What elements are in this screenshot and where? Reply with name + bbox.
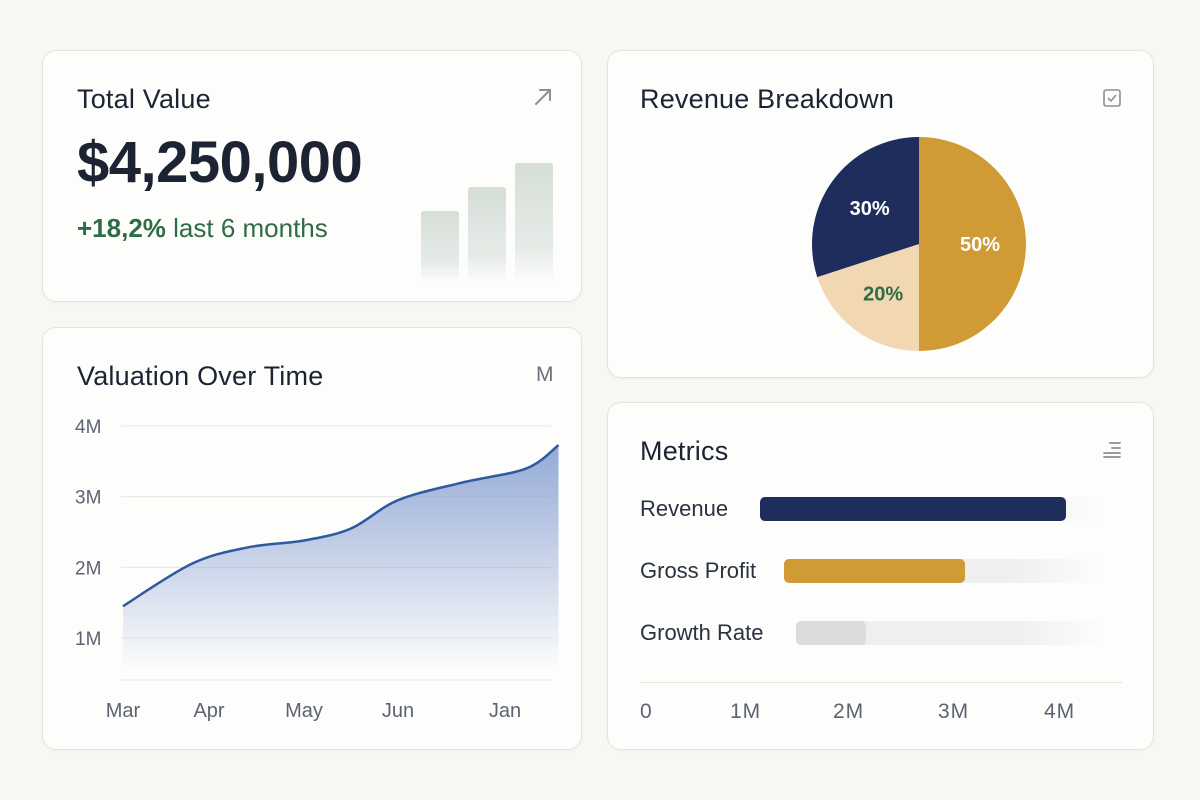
metric-track-gross-profit bbox=[784, 559, 1105, 583]
x-tick-label: Apr bbox=[193, 700, 224, 722]
metric-bar-revenue bbox=[760, 497, 1066, 521]
y-tick-label: 4M bbox=[75, 417, 101, 438]
valuation-series-line bbox=[122, 444, 560, 608]
mini-bar-2 bbox=[468, 187, 506, 283]
pie-slice-label: 30% bbox=[850, 198, 890, 220]
x-tick-label: May bbox=[285, 700, 323, 722]
checkbox-icon[interactable] bbox=[1102, 88, 1122, 113]
pie-slice bbox=[919, 137, 1026, 351]
metric-bar-gross-profit bbox=[784, 559, 965, 583]
change-percent: +18,2% bbox=[77, 213, 166, 243]
metrics-axis-tick: 0 bbox=[640, 700, 653, 723]
metric-label-growth-rate: Growth Rate bbox=[640, 620, 764, 645]
pie-slice bbox=[817, 244, 919, 351]
valuation-area-chart: 4M 3M 2M 1M Mar Apr May Jun Jan bbox=[75, 417, 560, 722]
metrics-card: Metrics Revenue Gross Profit Growth Rate… bbox=[607, 402, 1154, 750]
change-label: last 6 months bbox=[173, 213, 328, 243]
x-tick-label: Jun bbox=[382, 700, 414, 722]
total-value-card: Total Value $4,250,000 +18,2% last 6 mon… bbox=[42, 50, 582, 302]
revenue-breakdown-title: Revenue Breakdown bbox=[640, 84, 895, 114]
metrics-axis-line bbox=[640, 682, 1122, 683]
metric-track-revenue bbox=[760, 497, 1105, 521]
x-tick-label: Mar bbox=[106, 700, 141, 722]
change-line: +18,2% last 6 months bbox=[77, 213, 328, 244]
metrics-axis-tick: 1M bbox=[730, 700, 762, 723]
pie-slice-label: 20% bbox=[863, 283, 903, 305]
y-tick-label: 3M bbox=[75, 488, 101, 509]
metrics-axis-tick: 2M bbox=[833, 700, 865, 723]
total-value-title: Total Value bbox=[77, 84, 211, 114]
y-tick-label: 2M bbox=[75, 558, 101, 579]
pie-slice bbox=[812, 137, 919, 278]
y-tick-label: 1M bbox=[75, 629, 101, 650]
metric-bar-growth-rate bbox=[796, 621, 866, 645]
total-value-amount: $4,250,000 bbox=[77, 130, 363, 195]
valuation-card: Valuation Over Time M 4M 3M 2M 1M Mar Apr May J… bbox=[42, 327, 582, 750]
metrics-title: Metrics bbox=[640, 436, 729, 466]
valuation-area-fill bbox=[123, 445, 559, 672]
x-tick-label: Jan bbox=[489, 700, 521, 722]
unit-label[interactable]: M bbox=[536, 363, 554, 386]
metric-label-revenue: Revenue bbox=[640, 496, 729, 521]
pie-slice-label: 50% bbox=[960, 234, 1000, 256]
arrow-up-right-icon[interactable] bbox=[532, 86, 554, 113]
revenue-pie-chart: 50% 20% 30% bbox=[812, 137, 1026, 351]
metrics-axis-tick: 3M bbox=[938, 700, 970, 723]
metric-track-growth-rate bbox=[796, 621, 1105, 645]
mini-bar-1 bbox=[421, 211, 459, 283]
revenue-breakdown-card: Revenue Breakdown 50% 20% 30% bbox=[607, 50, 1154, 378]
list-icon[interactable] bbox=[1102, 441, 1122, 464]
valuation-title: Valuation Over Time bbox=[77, 361, 324, 391]
metric-label-gross-profit: Gross Profit bbox=[640, 558, 757, 583]
mini-bar-3 bbox=[515, 163, 553, 283]
metrics-axis-tick: 4M bbox=[1044, 700, 1076, 723]
